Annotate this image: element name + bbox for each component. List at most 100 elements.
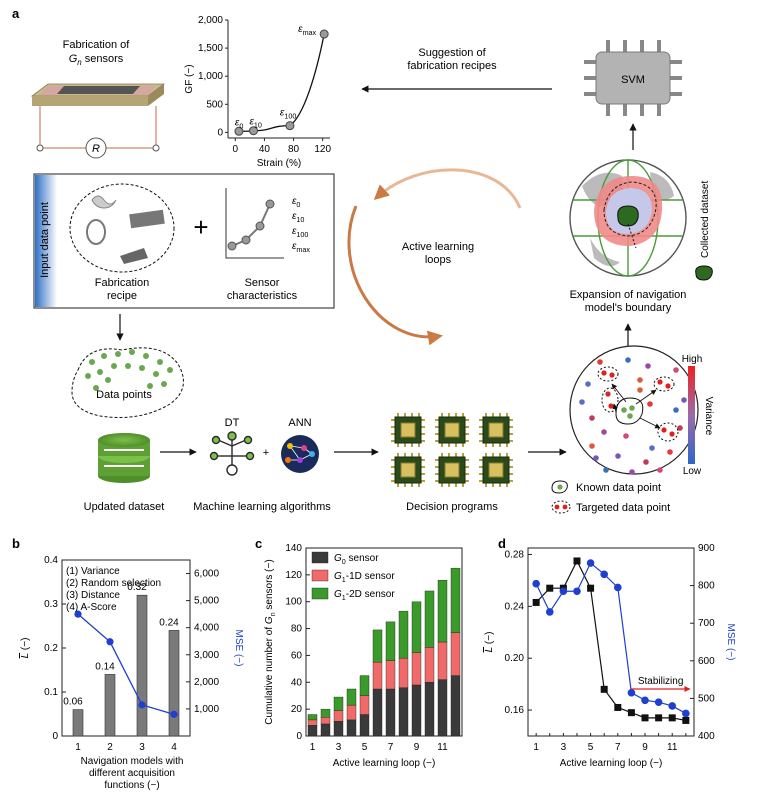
stacked-bar-segment xyxy=(346,719,357,737)
suggestion-line2: fabrication recipes xyxy=(407,60,497,72)
sensor-device xyxy=(30,83,166,106)
scatter-dot xyxy=(615,453,621,459)
l-point xyxy=(600,685,608,693)
variance-label: Variance xyxy=(703,397,714,436)
sensor-characteristics-mini-plot xyxy=(225,188,284,259)
scatter-dot xyxy=(589,443,595,449)
x-tick-label: 3 xyxy=(139,742,145,753)
y2-tick-label: 1,000 xyxy=(194,704,219,715)
x-tick-label: 3 xyxy=(561,742,567,753)
x-tick-label: 3 xyxy=(336,742,342,753)
data-point-dot xyxy=(97,369,103,375)
x-tick-label: 9 xyxy=(414,742,420,753)
x-tick-label: 11 xyxy=(437,742,448,753)
stacked-bar-segment xyxy=(398,687,409,737)
globe xyxy=(569,159,687,277)
legend-item: (3) Distance xyxy=(66,590,120,601)
stacked-bar-segment xyxy=(385,660,396,690)
targeted-markers-dots xyxy=(601,370,675,437)
decision-chip xyxy=(435,413,469,447)
scatter-dot xyxy=(657,467,663,473)
x-tick-label: 40 xyxy=(259,144,271,155)
decision-chip xyxy=(435,453,469,487)
data-point-dot xyxy=(115,351,121,357)
bar-value-label: 0.06 xyxy=(63,697,83,708)
terminal-left xyxy=(36,144,44,152)
data-points-label: Data points xyxy=(96,389,152,401)
stacked-bar-segment xyxy=(398,610,409,659)
nanomaterial-illustrations xyxy=(86,195,165,264)
x-tick-label: 5 xyxy=(588,742,594,753)
x-tick-label: 0 xyxy=(233,144,239,155)
scatter-dot xyxy=(645,363,651,369)
stacked-bar-segment xyxy=(359,714,370,737)
legend-item: G0 sensor xyxy=(334,553,379,566)
chip-core xyxy=(400,462,416,478)
y-tick-label: 0.3 xyxy=(44,599,58,610)
y2-tick-label: 3,000 xyxy=(194,650,219,661)
known-point-cluster-dots xyxy=(621,405,635,419)
y-tick-label: 500 xyxy=(206,99,223,110)
panel-label-c: c xyxy=(255,536,262,551)
stacked-bar-segment xyxy=(372,688,383,737)
stacked-bar-segment xyxy=(333,696,344,711)
l-point xyxy=(627,709,635,717)
mse-point xyxy=(600,570,608,579)
chart-b: 0 0.1 0.2 0.3 0.4 1,000 2,000 3,000 4,000 5,000 6,… xyxy=(20,555,244,791)
data-point-dot xyxy=(147,383,153,389)
panel-label-b: b xyxy=(12,536,20,551)
chip-body xyxy=(482,456,510,484)
y-tick-label: 60 xyxy=(291,650,303,661)
stacked-bar-segment xyxy=(320,717,331,725)
scatter-dot xyxy=(673,407,679,413)
targeted-point-legend-dot-1 xyxy=(554,504,560,510)
y-tick-label: 2,000 xyxy=(198,15,223,26)
neural-network-icon xyxy=(281,435,319,473)
data-point-dot xyxy=(105,377,111,383)
y-axis-label: L (−) xyxy=(484,632,495,653)
x-tick-label: 11 xyxy=(667,742,678,753)
expansion-line2: model's boundary xyxy=(585,302,672,314)
y-tick-label: 140 xyxy=(285,543,302,554)
dt-ann-plus: + xyxy=(263,447,269,459)
decision-chip xyxy=(479,453,513,487)
scatter-dot xyxy=(677,425,683,431)
mse-point xyxy=(682,709,690,718)
epsilon-item: ε100 xyxy=(292,226,308,239)
x-tick-label: 5 xyxy=(362,742,368,753)
y-axis-label: GF (−) xyxy=(184,64,195,93)
data-point-dot xyxy=(157,359,163,365)
stacked-bar-segment xyxy=(307,719,318,726)
legend-item: G1-2D sensor xyxy=(334,589,395,602)
epsilon-item: ε10 xyxy=(292,211,304,224)
stacked-bar-segment xyxy=(437,641,448,680)
gf-strain-chart: 0 500 1,000 1,500 2,000 0 40 80 120 Strain (%) GF … xyxy=(184,15,331,169)
data-point-dot xyxy=(125,363,131,369)
fabrication-recipe-line2: recipe xyxy=(107,290,137,302)
known-point-label: Known data point xyxy=(576,482,661,494)
scatter-dots xyxy=(579,357,687,475)
l-point xyxy=(532,598,540,606)
chip-core xyxy=(444,462,460,478)
legend-item: G1-1D sensor xyxy=(334,571,395,584)
chip-core xyxy=(488,422,504,438)
stacked-bar-segment xyxy=(398,657,409,688)
y-tick-label: 1,000 xyxy=(198,71,223,82)
stacked-bar-segment xyxy=(437,679,448,737)
mse-point xyxy=(532,579,540,588)
y-tick-label: 0.20 xyxy=(505,653,525,664)
x-tick-label: 7 xyxy=(615,742,621,753)
y-tick-label: 20 xyxy=(291,704,303,715)
chip-core xyxy=(444,422,460,438)
mse-line xyxy=(535,562,687,714)
x-tick-label: 120 xyxy=(314,144,331,155)
scatter-dot xyxy=(637,377,643,383)
y2-tick-label: 400 xyxy=(698,731,715,742)
scatter-dot xyxy=(647,401,653,407)
y-axis-label: Cumulative number of Gn sensors (−) xyxy=(264,559,277,724)
stacked-bar-segment xyxy=(320,708,331,718)
stacked-bar-segment xyxy=(359,675,370,696)
data-point-dot xyxy=(153,371,159,377)
x-axis-label: Active learning loop (−) xyxy=(333,758,436,769)
